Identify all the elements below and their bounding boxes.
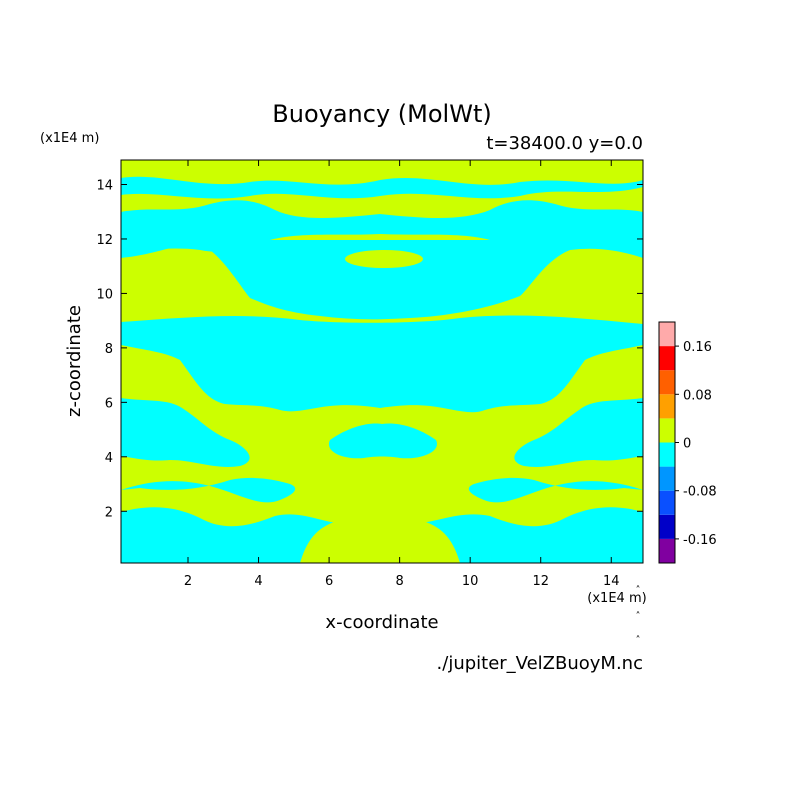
negative-region: [121, 176, 643, 199]
marker-dot: ˄: [636, 634, 641, 646]
colorbar-tick-label: -0.08: [683, 485, 717, 500]
negative-region: [514, 398, 643, 467]
colorbar-swatch: [659, 394, 675, 419]
negative-region: [121, 200, 643, 252]
marker-dot: ˄: [636, 584, 641, 596]
colorbar-swatch: [659, 346, 675, 371]
x-axis-label: x-coordinate: [325, 612, 438, 633]
x-axis: 2 4 6 8 10 12 14: [184, 160, 620, 589]
negative-region: [121, 477, 296, 503]
negative-region: [328, 423, 438, 459]
y-tick-label: 6: [105, 396, 113, 411]
x-tick-label: 10: [462, 574, 479, 589]
colorbar-swatch: [659, 490, 675, 515]
colorbar-swatch: [659, 418, 675, 443]
x-tick-label: 8: [395, 574, 403, 589]
y-tick-label: 8: [105, 342, 113, 357]
y-scale-label: (x1E4 m): [40, 131, 99, 146]
negative-region: [121, 398, 250, 467]
positive-region: [345, 250, 423, 268]
chart-title: Buoyancy (MolWt): [272, 100, 491, 128]
positive-region: [530, 508, 550, 516]
x-tick-label: 6: [325, 574, 333, 589]
colorbar-tick-label: -0.16: [683, 533, 717, 548]
positive-region: [220, 508, 240, 516]
negative-region: [468, 477, 643, 503]
x-tick-label: 14: [603, 574, 620, 589]
y-axis: 2 4 6 8 10 12 14: [96, 179, 643, 520]
y-tick-label: 10: [96, 287, 113, 302]
x-tick-label: 4: [254, 574, 262, 589]
x-tick-label: 2: [184, 574, 192, 589]
marker-dot: ˄: [636, 610, 641, 622]
colorbar-swatch: [659, 322, 675, 347]
y-tick-label: 4: [105, 451, 113, 466]
x-scale-label: (x1E4 m): [587, 591, 646, 606]
y-axis-label: z-coordinate: [64, 305, 85, 417]
colorbar-swatch: [659, 466, 675, 491]
y-tick-label: 14: [96, 179, 113, 194]
colorbar-swatch: [659, 370, 675, 395]
x-tick-label: 12: [532, 574, 549, 589]
chart-subtitle: t=38400.0 y=0.0: [486, 133, 643, 154]
negative-region: [121, 240, 643, 320]
colorbar: 0.16 0.08 0 -0.08 -0.16: [658, 321, 717, 564]
colorbar-swatch: [659, 442, 675, 467]
y-tick-label: 12: [96, 233, 113, 248]
positive-region: [405, 487, 427, 499]
colorbar-swatch: [659, 514, 675, 539]
y-tick-label: 2: [105, 505, 113, 520]
negative-region: [121, 315, 643, 413]
colorbar-tick-label: 0.08: [683, 388, 712, 403]
colorbar-tick-label: 0.16: [683, 340, 712, 355]
colorbar-swatch: [659, 538, 675, 563]
colorbar-tick-label: 0: [683, 437, 691, 452]
plot-frame: [120, 159, 644, 564]
source-filename: ./jupiter_VelZBuoyM.nc: [437, 653, 643, 674]
positive-region: [339, 487, 361, 499]
heatmap-field: [121, 160, 643, 563]
positive-region: [300, 515, 460, 563]
